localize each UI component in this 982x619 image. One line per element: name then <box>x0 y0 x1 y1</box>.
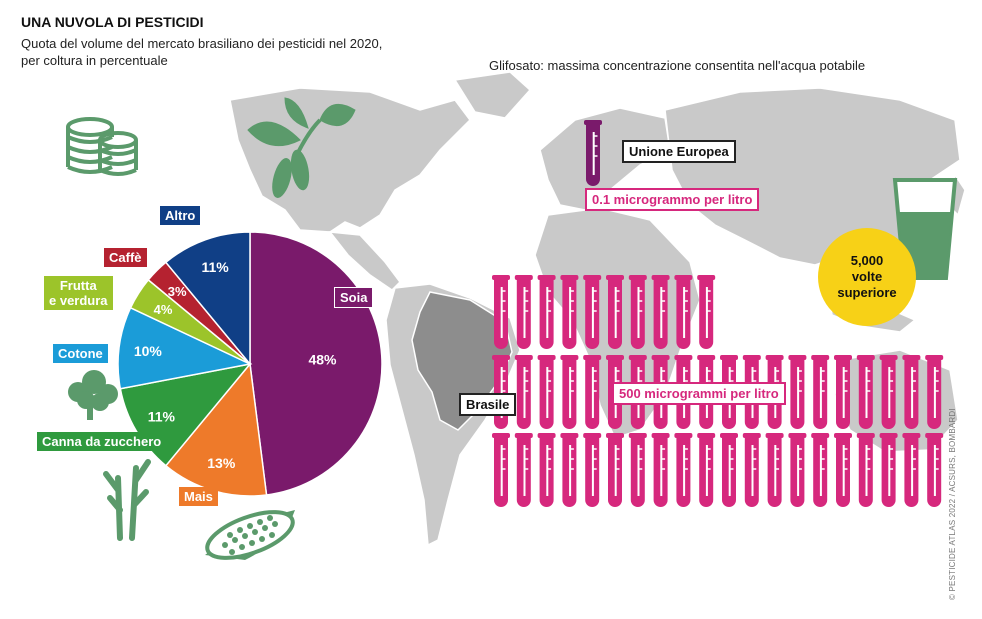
test-tube-icon <box>925 433 944 507</box>
test-tube-icon <box>720 433 738 507</box>
pie-value-label: 11% <box>148 408 176 424</box>
label-frutta-verdura: Frutta e verdura <box>44 276 113 310</box>
test-tube-icon <box>606 433 624 507</box>
label-mais: Mais <box>179 487 218 506</box>
label-frutta-line-1: Frutta <box>59 278 97 293</box>
test-tube-icon <box>925 355 944 430</box>
pie-value-label: 4% <box>154 302 173 317</box>
label-br-value: 500 microgrammi per litro <box>612 382 786 405</box>
pie-value-labels: 48% 13% 11% 10% 4% 3% 11% <box>134 259 337 471</box>
test-tube-icon <box>492 433 510 507</box>
test-tube-icon <box>537 275 556 349</box>
test-tube-icon <box>514 275 533 349</box>
test-tube-icon <box>628 275 647 349</box>
pie-chart <box>117 231 383 497</box>
test-tube-icon <box>834 433 852 507</box>
test-tube-icon <box>879 433 898 507</box>
test-tube-icon <box>560 355 579 430</box>
test-tube-icon <box>514 355 533 430</box>
pie-value-label: 3% <box>168 284 187 299</box>
test-tube-icon <box>742 433 761 507</box>
glifosato-title: Glifosato: massima concentrazione consen… <box>489 58 866 73</box>
test-tube-icon <box>902 433 921 507</box>
label-ue-value: 0.1 microgrammo per litro <box>585 188 760 211</box>
test-tube-icon <box>606 275 624 349</box>
label-altro: Altro <box>160 206 201 225</box>
test-tube-icon <box>811 433 830 507</box>
cotton-icon <box>68 370 118 420</box>
coins-icon <box>52 117 138 176</box>
test-tube-icon <box>788 433 807 507</box>
pie-value-label: 11% <box>201 259 229 275</box>
map-greenland <box>453 71 532 119</box>
pie-value-label: 13% <box>207 455 236 471</box>
map-central-america <box>328 231 401 291</box>
pie-slice-altro <box>164 231 251 367</box>
bubble-line-3: superiore <box>837 285 897 300</box>
credit-text: © PESTICIDE ATLAS 2022 / ACSURS, BOMBARD… <box>948 408 957 600</box>
subtitle-line-1: Quota del volume del mercato brasiliano … <box>21 36 383 51</box>
pie-value-label: 48% <box>308 351 337 367</box>
chart-title: UNA NUVOLA DI PESTICIDI <box>21 14 204 30</box>
bubble-line-2: volte <box>851 269 883 284</box>
test-tube-icon <box>583 355 602 430</box>
map-north-america <box>229 87 471 233</box>
label-canna: Canna da zucchero <box>37 432 167 451</box>
label-caffe: Caffè <box>104 248 147 267</box>
test-tube-icon <box>834 355 852 429</box>
test-tube-icon <box>583 275 602 349</box>
soy-plant-icon <box>247 97 356 198</box>
label-soia: Soia <box>334 287 374 308</box>
test-tube-icon <box>697 275 716 349</box>
test-tube-icon <box>583 433 602 507</box>
test-tube-icon <box>879 355 898 430</box>
test-tube-icon <box>560 433 579 507</box>
test-tube-icon <box>537 433 556 507</box>
test-tube-icon <box>651 433 670 507</box>
test-tube-icon <box>674 433 693 507</box>
test-tube-icon <box>537 355 556 430</box>
map-europe <box>539 107 671 211</box>
ratio-bubble: 5,000 volte superiore <box>818 228 916 326</box>
test-tube-icon <box>674 275 693 349</box>
pie-slice-cotone <box>117 306 253 390</box>
test-tube-icon <box>651 275 670 349</box>
test-tube-icon <box>628 433 647 507</box>
bubble-line-1: 5,000 <box>850 253 884 268</box>
test-tube-icon <box>697 433 716 507</box>
test-tube-icon <box>788 355 807 430</box>
corn-icon <box>205 510 295 560</box>
test-tube-icon <box>514 433 533 507</box>
label-cotone: Cotone <box>53 344 108 363</box>
test-tube-icon <box>811 355 830 430</box>
test-tube-icon <box>560 275 579 349</box>
chart-subtitle: Quota del volume del mercato brasiliano … <box>21 35 441 69</box>
test-tube-icon <box>584 120 602 186</box>
label-frutta-line-2: e verdura <box>49 293 108 308</box>
label-unione-europea: Unione Europea <box>622 140 736 163</box>
label-brasile: Brasile <box>459 393 517 416</box>
test-tube-icon <box>492 355 510 429</box>
test-tube-icon <box>584 120 602 186</box>
test-tube-icon <box>765 433 784 507</box>
test-tube-icon <box>856 433 875 507</box>
subtitle-line-2: per coltura in percentuale <box>21 53 168 68</box>
pie-value-label: 10% <box>134 343 163 359</box>
test-tube-icon <box>902 355 921 430</box>
test-tube-icon <box>492 275 510 349</box>
sugarcane-icon <box>103 459 151 541</box>
test-tube-icon <box>856 355 875 430</box>
